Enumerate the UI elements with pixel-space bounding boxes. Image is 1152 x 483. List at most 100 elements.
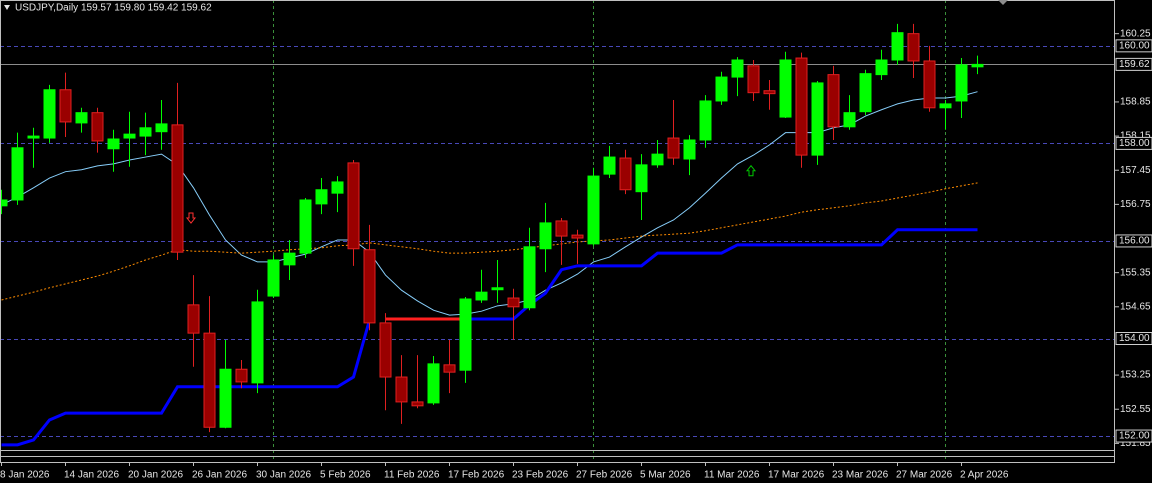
candle-body	[315, 189, 328, 205]
candle-body	[363, 249, 376, 324]
x-tick-label: 11 Feb 2026	[384, 470, 440, 481]
candle-body	[843, 112, 856, 128]
level-label: 154.00	[1119, 333, 1150, 344]
candle-body	[219, 368, 232, 428]
x-tick-label: 14 Jan 2026	[64, 470, 119, 481]
chart-shift-marker[interactable]	[998, 0, 1008, 5]
level-box	[1115, 136, 1152, 150]
y-tick-label: 160.25	[1120, 28, 1151, 39]
candle-body	[715, 76, 728, 102]
candle-body	[571, 234, 584, 239]
current-price-box	[1115, 57, 1152, 71]
candle-body	[331, 181, 344, 194]
candle-body	[523, 246, 536, 309]
x-tick-label: 30 Jan 2026	[256, 470, 311, 481]
indicator-line	[1, 228, 978, 447]
candle-body	[795, 57, 808, 156]
x-tick-label: 27 Feb 2026	[576, 470, 633, 481]
y-tick-label: 158.15	[1120, 131, 1151, 142]
candle-body	[59, 89, 72, 123]
candle-body	[203, 332, 216, 428]
x-tick-label: 23 Mar 2026	[832, 470, 889, 481]
candle-body	[923, 60, 936, 109]
candle-body	[827, 74, 840, 128]
candle-body	[395, 376, 408, 403]
level-box	[1115, 332, 1152, 346]
x-tick-label: 2 Apr 2026	[960, 470, 1009, 481]
y-tick-label: 152.55	[1120, 404, 1151, 415]
candle-body	[43, 89, 56, 139]
candle-body	[283, 252, 296, 266]
y-tick-label: 156.75	[1120, 199, 1151, 210]
candle-body	[235, 368, 248, 383]
candle-body	[683, 139, 696, 160]
current-price-label: 159.62	[1119, 59, 1150, 70]
candle-body	[187, 304, 200, 334]
candle-body	[891, 32, 904, 61]
candle-body	[139, 127, 152, 137]
x-tick-label: 27 Mar 2026	[896, 470, 953, 481]
level-label: 156.00	[1119, 236, 1150, 247]
y-tick-label: 155.35	[1120, 267, 1151, 278]
y-tick-label: 158.85	[1120, 97, 1151, 108]
candle-body	[811, 82, 824, 156]
candle-body	[443, 364, 456, 373]
candle-body	[411, 401, 424, 407]
y-tick-label: 157.45	[1120, 165, 1151, 176]
candle-body	[619, 157, 632, 191]
x-tick-label: 17 Mar 2026	[768, 470, 825, 481]
candle-body	[907, 33, 920, 62]
level-label: 152.00	[1119, 431, 1150, 442]
x-tick-label: 23 Feb 2026	[512, 470, 569, 481]
candle-body	[251, 301, 264, 384]
signal-arrow	[185, 212, 197, 224]
candle-body	[651, 153, 664, 166]
candle-body	[587, 175, 600, 245]
candle-body	[459, 298, 472, 371]
symbol-menu-icon[interactable]	[4, 5, 10, 10]
level-label: 158.00	[1119, 138, 1150, 149]
candle-body	[635, 164, 648, 193]
x-tick-label: 11 Mar 2026	[704, 470, 760, 481]
candle-body	[171, 124, 184, 253]
x-tick-label: 8 Jan 2026	[0, 470, 50, 481]
candle-body	[939, 103, 952, 109]
candle-body	[731, 59, 744, 78]
level-label: 160.00	[1119, 40, 1150, 51]
y-tick-label: 153.25	[1120, 370, 1151, 381]
plot-frame	[0, 0, 1115, 463]
candle-body	[155, 123, 168, 133]
candle-body	[699, 100, 712, 141]
chart-title: USDJPY,Daily 159.57 159.80 159.42 159.62	[15, 3, 212, 14]
candle-body	[603, 156, 616, 175]
x-tick-label: 26 Jan 2026	[192, 470, 247, 481]
candle-body	[539, 222, 552, 250]
candle-body	[11, 147, 24, 201]
candle-body	[267, 259, 280, 297]
candle-body	[0, 199, 8, 207]
candle-body	[779, 59, 792, 118]
level-box	[1115, 234, 1152, 248]
candle-body	[347, 162, 360, 250]
plot-area	[0, 0, 1115, 463]
candle-body	[75, 112, 88, 124]
x-tick-label: 5 Feb 2026	[320, 470, 371, 481]
signal-arrow	[745, 164, 757, 177]
candle-body	[971, 63, 984, 68]
candle-body	[123, 133, 136, 139]
level-box	[1115, 429, 1152, 443]
level-box	[1115, 39, 1152, 53]
candle-body	[555, 220, 568, 237]
candle-body	[747, 65, 760, 94]
candle-body	[91, 112, 104, 142]
y-tick-label: 154.65	[1120, 301, 1151, 312]
x-tick-label: 5 Mar 2026	[640, 470, 691, 481]
indicator-line	[1, 182, 978, 301]
candle-body	[299, 199, 312, 254]
y-tick-label: 151.85	[1120, 438, 1151, 449]
candle-body	[491, 287, 504, 291]
candle-body	[763, 90, 776, 95]
candle-body	[667, 137, 680, 159]
